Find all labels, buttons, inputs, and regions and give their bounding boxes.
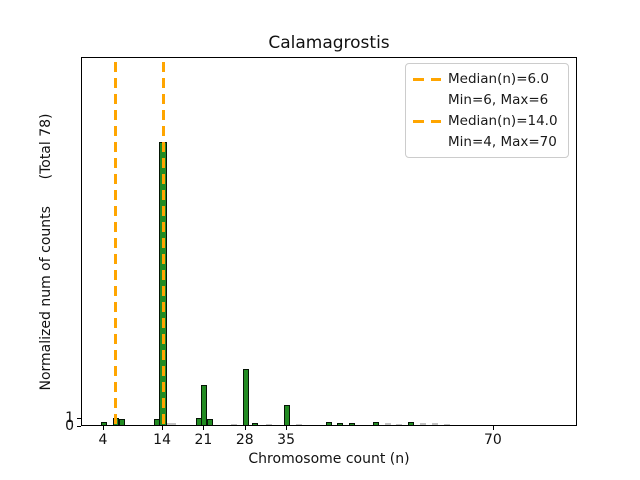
- legend-label: Median(n)=14.0: [448, 113, 558, 129]
- y-axis-label: Normalized num of counts (Total 78): [38, 113, 54, 391]
- x-tick-mark-70: [492, 426, 494, 430]
- legend-handle-spacer: [413, 99, 441, 102]
- bar-n15.5: [167, 422, 177, 425]
- orange-dashed-line-icon: [413, 77, 441, 81]
- bar-n26: [231, 423, 237, 425]
- bar-n54: [396, 423, 403, 425]
- chart-title: Calamagrostis: [268, 33, 390, 53]
- orange-dashed-line-icon: [413, 119, 441, 123]
- bar-n20: [195, 417, 202, 425]
- bar-n46: [349, 422, 356, 425]
- legend-item-minmax-6: Min=6, Max=6: [413, 91, 560, 109]
- x-tick-mark-35: [286, 426, 288, 430]
- bar-n58: [420, 423, 426, 425]
- bar-n4: [101, 421, 107, 425]
- bar-n52: [384, 422, 391, 425]
- y-tick-label-1: 1: [65, 410, 74, 427]
- legend-label: Min=6, Max=6: [448, 92, 549, 108]
- x-tick-label-21: 21: [194, 432, 213, 448]
- bar-n50: [372, 421, 379, 425]
- x-tick-label-35: 35: [277, 432, 296, 448]
- legend-item-minmax-14: Min=4, Max=70: [413, 133, 560, 151]
- bar-n7: [118, 419, 125, 425]
- x-tick-mark-28: [244, 426, 246, 430]
- legend-label: Min=4, Max=70: [448, 134, 557, 150]
- bar-n21: [201, 385, 208, 425]
- x-tick-label-28: 28: [235, 432, 254, 448]
- x-tick-mark-14: [162, 426, 164, 430]
- legend-label: Median(n)=6.0: [448, 71, 549, 87]
- y-tick-mark-1: [77, 418, 81, 420]
- legend: Median(n)=6.0 Min=6, Max=6 Median(n)=14.…: [405, 63, 569, 158]
- bar-n44: [337, 422, 344, 425]
- y-tick-label-0: 0: [65, 417, 74, 434]
- bar-n37: [295, 423, 302, 425]
- bar-n35: [284, 405, 291, 425]
- median-line-14: [161, 62, 165, 426]
- median-line-6: [114, 62, 118, 426]
- legend-item-median-6: Median(n)=6.0: [413, 70, 560, 88]
- bar-n56: [408, 421, 415, 425]
- y-tick-mark-0: [77, 425, 81, 427]
- bar-n42: [325, 421, 332, 425]
- bar-n60: [431, 423, 438, 425]
- legend-handle-spacer: [413, 141, 441, 144]
- bar-n29.5: [251, 422, 258, 425]
- x-tick-label-4: 4: [98, 432, 108, 448]
- x-tick-label-14: 14: [153, 432, 172, 448]
- legend-item-median-14: Median(n)=14.0: [413, 112, 560, 130]
- x-tick-mark-4: [103, 426, 104, 430]
- bar-n22: [207, 419, 214, 425]
- bar-n28: [242, 369, 249, 425]
- bar-n32: [266, 423, 273, 425]
- x-tick-mark-21: [203, 426, 205, 430]
- x-axis-label: Chromosome count (n): [248, 451, 410, 467]
- x-tick-label-70: 70: [483, 432, 502, 448]
- bar-n62: [443, 423, 450, 425]
